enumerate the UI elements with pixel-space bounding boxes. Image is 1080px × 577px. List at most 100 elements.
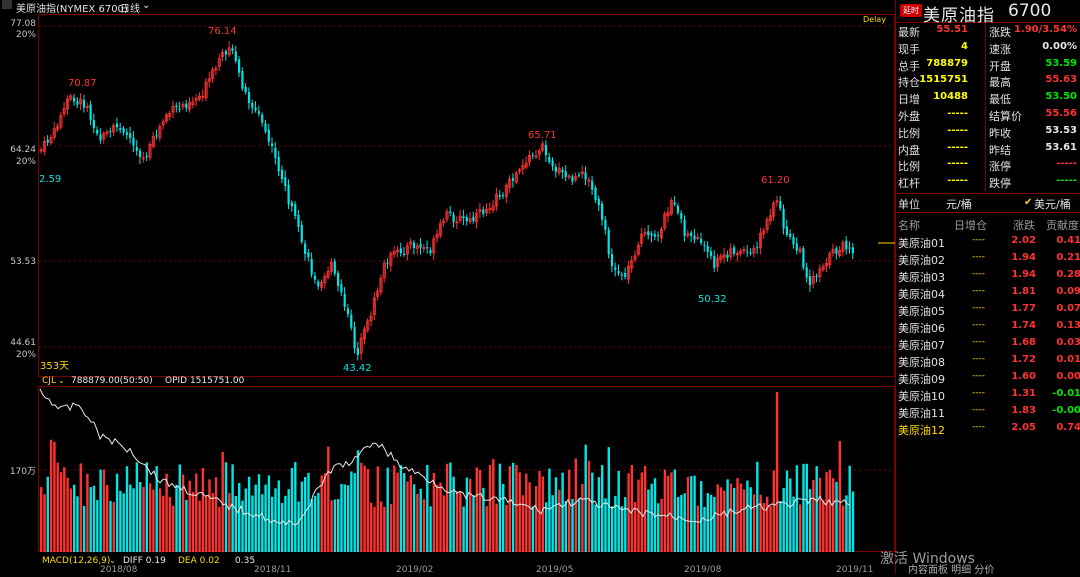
candle-body — [139, 150, 142, 158]
volume-bar — [822, 499, 825, 552]
contract-row[interactable]: 美原油03 ---- 1.94 0.28 — [896, 268, 1080, 285]
candle-body — [175, 105, 178, 107]
cjl-label[interactable]: CJL — [42, 376, 56, 386]
candle-body — [379, 277, 383, 293]
volume-bar — [452, 476, 455, 552]
candle-body — [432, 238, 436, 254]
candle-body — [580, 171, 584, 175]
candle-body — [561, 169, 564, 172]
volume-bar — [709, 494, 713, 552]
candle-body — [841, 242, 845, 252]
col-header-contrib[interactable]: 贡献度 — [1046, 219, 1079, 232]
unit-row: 单位 元/桶 ✔ 美元/桶 — [896, 193, 1080, 213]
candle-body — [155, 135, 158, 137]
candle-body — [148, 144, 152, 159]
candle-body — [105, 131, 109, 134]
cjl-chevron-icon[interactable]: ⌄ — [58, 376, 65, 385]
quote-label: 结算价 — [989, 109, 1022, 123]
contract-row[interactable]: 美原油04 ---- 1.81 0.09 — [896, 285, 1080, 302]
candle-body — [125, 132, 128, 135]
candle-body — [42, 140, 46, 152]
volume-bar — [234, 495, 238, 552]
candle-body — [217, 58, 221, 68]
contract-row[interactable]: 美原油02 ---- 1.94 0.21 — [896, 251, 1080, 268]
contract-row[interactable]: 美原油09 ---- 1.60 0.00 — [896, 370, 1080, 387]
contract-row[interactable]: 美原油07 ---- 1.68 0.03 — [896, 336, 1080, 353]
quote-row: 外盘 ----- 结算价 55.56 — [896, 107, 1080, 124]
kline-chart[interactable]: 77.08 20% 64.24 20% 53.53 44.61 20% 70.8… — [0, 0, 895, 575]
candle-body — [62, 108, 66, 115]
contract-name: 美原油10 — [898, 390, 945, 403]
macd-label[interactable]: MACD(12,26,9) — [42, 556, 110, 566]
unit-usd-option[interactable]: 美元/桶 — [1034, 198, 1071, 211]
quote-value: 10488 — [933, 91, 968, 103]
volume-bar — [564, 500, 568, 552]
candle-body — [46, 139, 49, 143]
instrument-title[interactable]: 美原油指(NYMEX 6700) — [16, 4, 128, 15]
contract-name: 美原油09 — [898, 373, 945, 386]
volume-bar — [561, 472, 564, 552]
candle-body — [458, 215, 462, 221]
bottom-tabs[interactable]: 内容面板 明细 分价 — [908, 565, 995, 576]
volume-bar — [69, 488, 73, 552]
trough-label: 2.59 — [39, 174, 61, 185]
volume-bar — [432, 472, 436, 552]
volume-bar — [92, 485, 96, 552]
candle-body — [405, 245, 409, 255]
candle-body — [158, 126, 162, 138]
volume-bar — [366, 468, 370, 552]
contract-row[interactable]: 美原油08 ---- 1.72 0.01 — [896, 353, 1080, 370]
contract-row[interactable]: 美原油01 ---- 2.02 0.41 — [896, 234, 1080, 251]
contract-list: 美原油01 ---- 2.02 0.41 美原油02 ---- 1.94 0.21 美原油03 -… — [896, 234, 1080, 438]
volume-bar — [313, 495, 317, 552]
candle-body — [204, 81, 208, 99]
candle-body — [310, 258, 313, 275]
contract-row[interactable]: 美原油10 ---- 1.31 -0.01 — [896, 387, 1080, 404]
candle-body — [815, 276, 818, 278]
axis-price-label: 64.24 — [10, 145, 36, 155]
contract-row[interactable]: 美原油06 ---- 1.74 0.13 — [896, 319, 1080, 336]
unit-cny-option[interactable]: 元/桶 — [946, 198, 972, 211]
candle-body — [630, 260, 634, 269]
volume-bar — [191, 491, 195, 552]
volume-bar — [544, 502, 548, 552]
quote-grid: 最新 55.51 涨跌 1.90/3.54% 现手 4 速涨 0.00% 总手 788879 开盘 5… — [896, 23, 1080, 191]
quote-label: 内盘 — [898, 143, 920, 157]
volume-bar — [323, 473, 327, 552]
candle-body — [422, 247, 426, 249]
volume-bar — [280, 502, 284, 552]
date-axis-label: 2019/11 — [836, 565, 873, 574]
macd-chevron-icon[interactable]: ⌄ — [109, 556, 116, 565]
volume-bar — [650, 483, 653, 552]
candle-body — [435, 233, 439, 239]
contract-row[interactable]: 美原油05 ---- 1.77 0.07 — [896, 302, 1080, 319]
candle-body — [802, 248, 805, 268]
candle-body — [768, 215, 772, 221]
volume-bar — [627, 473, 630, 552]
quote-value: ----- — [947, 141, 968, 153]
candle-body — [49, 137, 53, 144]
delay-badge: 延时 — [900, 4, 922, 17]
volume-bar — [614, 495, 617, 552]
candle-body — [624, 272, 627, 278]
candle-body — [709, 251, 713, 257]
col-header-chg[interactable]: 涨跌 — [1013, 219, 1035, 232]
contract-row[interactable]: 美原油11 ---- 1.83 -0.00 — [896, 404, 1080, 421]
volume-bar — [99, 469, 102, 552]
candle-body — [647, 231, 650, 236]
volume-bar — [815, 466, 818, 552]
chevron-down-icon[interactable]: ⌄ — [142, 0, 151, 11]
candle-body — [185, 103, 188, 109]
candle-body — [73, 97, 76, 102]
candle-body — [663, 213, 667, 229]
candle-body — [350, 314, 353, 328]
volume-bar — [251, 495, 254, 552]
candle-body — [620, 274, 623, 276]
contract-row[interactable]: 美原油12 ---- 2.05 0.74 — [896, 421, 1080, 438]
period-selector[interactable]: 日线 — [120, 4, 140, 15]
col-header-inc[interactable]: 日增仓 — [954, 219, 987, 232]
candle-body — [494, 193, 498, 207]
col-header-name[interactable]: 名称 — [898, 219, 920, 232]
candle-body — [340, 284, 343, 293]
kline-chart-panel[interactable]: 77.08 20% 64.24 20% 53.53 44.61 20% 70.8… — [0, 0, 895, 575]
